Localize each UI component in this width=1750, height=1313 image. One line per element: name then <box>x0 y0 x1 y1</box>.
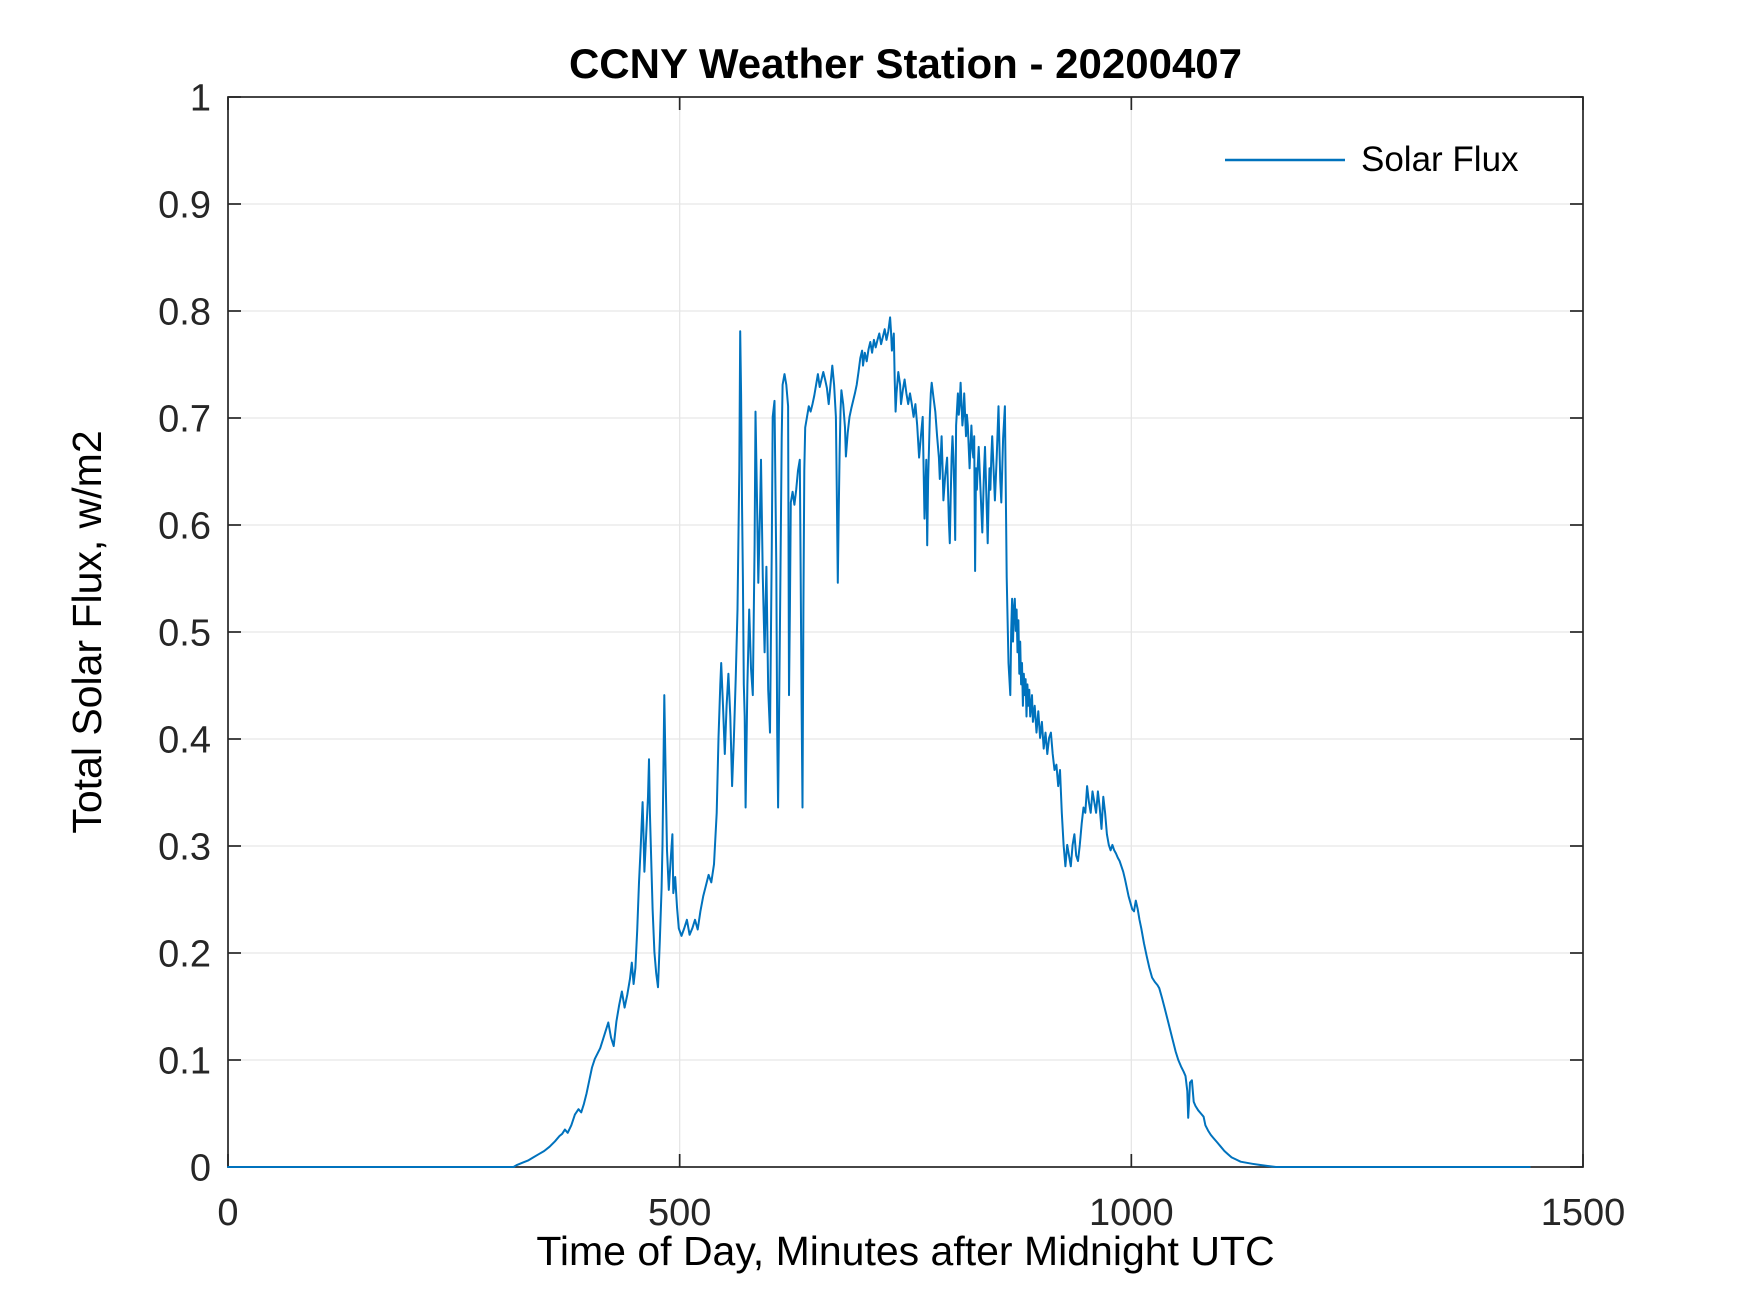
x-tick-label: 1000 <box>1089 1192 1174 1234</box>
x-tick-label: 500 <box>648 1192 711 1234</box>
y-tick-label: 0.5 <box>158 613 211 655</box>
y-tick-label: 0.3 <box>158 827 211 869</box>
y-tick-label: 1 <box>190 78 211 120</box>
x-tick-label: 1500 <box>1541 1192 1626 1234</box>
y-tick-label: 0.7 <box>158 399 211 441</box>
x-tick-label: 0 <box>217 1192 238 1234</box>
y-tick-label: 0 <box>190 1148 211 1190</box>
y-tick-label: 0.2 <box>158 934 211 976</box>
y-tick-label: 0.9 <box>158 185 211 227</box>
legend: Solar Flux <box>1224 138 1519 182</box>
legend-label: Solar Flux <box>1361 140 1519 179</box>
legend-line-sample <box>1225 158 1345 162</box>
x-axis-label: Time of Day, Minutes after Midnight UTC <box>536 1228 1275 1274</box>
y-tick-label: 0.4 <box>158 720 211 762</box>
chart-title: CCNY Weather Station - 20200407 <box>568 40 1243 87</box>
y-tick-label: 0.6 <box>158 506 211 548</box>
y-tick-label: 0.1 <box>158 1041 211 1083</box>
y-tick-label: 0.8 <box>158 292 211 334</box>
solar-flux-line <box>227 316 1531 1168</box>
